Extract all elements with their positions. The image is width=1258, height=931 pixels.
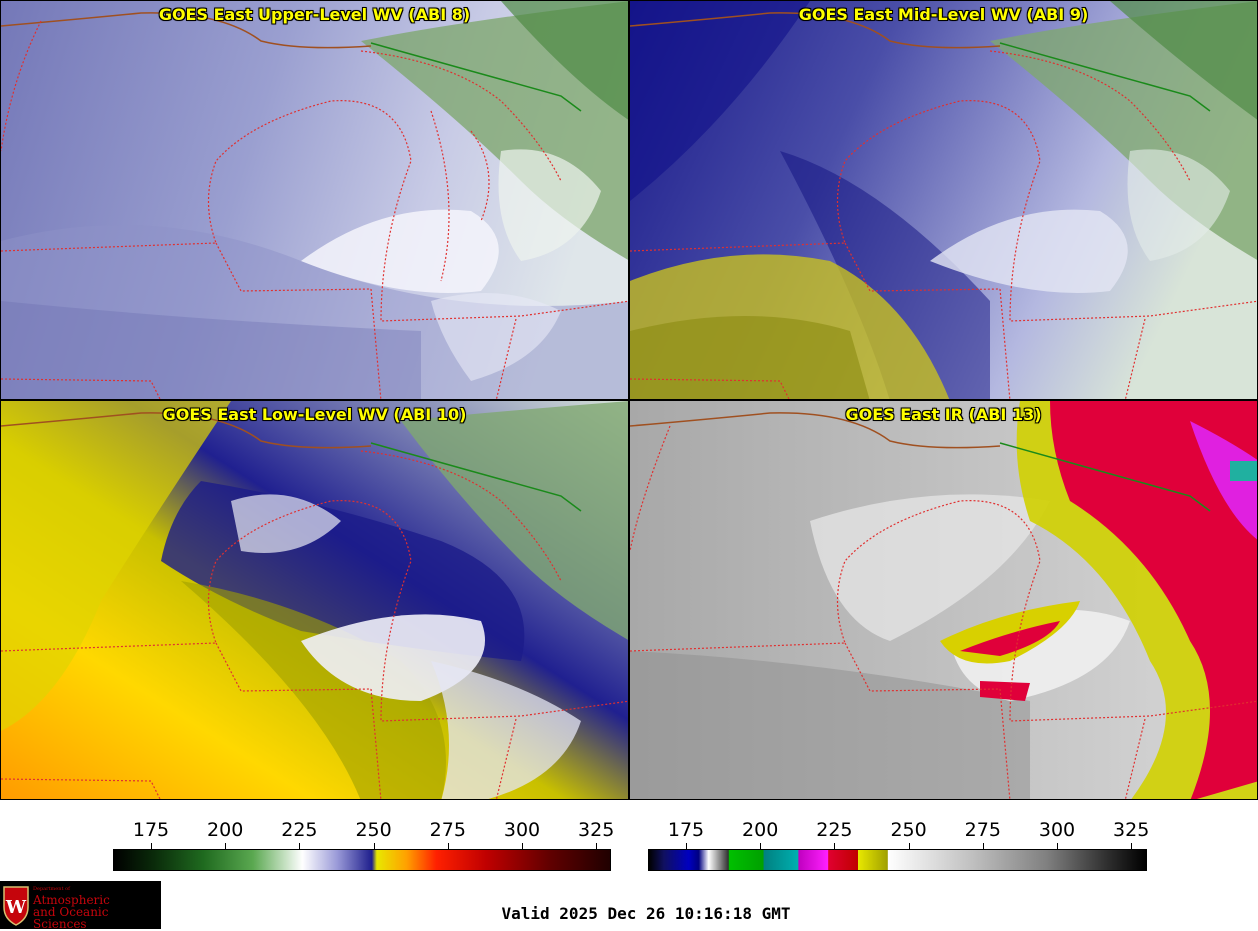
wv-tick-mark [299, 843, 301, 849]
low-level-wv-imagery [1, 401, 628, 799]
ir-tick-label: 325 [1113, 819, 1150, 841]
panel-ir: GOES East IR (ABI 13) [629, 400, 1258, 800]
ir-tick-label: 300 [1038, 819, 1076, 841]
ir-tick-mark [908, 843, 910, 849]
wv-tick-label: 300 [503, 819, 541, 841]
uw-aos-logo: W Department of Atmospheric and Oceanic … [0, 881, 161, 931]
wv-tick-mark [151, 843, 152, 849]
ir-tick-label: 250 [890, 819, 927, 841]
ir-tick-mark [760, 843, 762, 849]
crest-letter: W [5, 897, 27, 918]
uw-crest-icon: W [3, 886, 29, 926]
wv-tick-label: 250 [355, 819, 392, 841]
panel-mid-level-wv: GOES East Mid-Level WV (ABI 9) [629, 0, 1258, 400]
wv-tick-mark [447, 843, 449, 849]
panel-title: GOES East Mid-Level WV (ABI 9) [798, 5, 1089, 24]
ir-tick-label: 200 [742, 819, 779, 841]
panel-title: GOES East IR (ABI 13) [845, 405, 1042, 424]
wv-tick-mark [522, 843, 523, 849]
wv-tick-label: 225 [281, 819, 318, 841]
ir-imagery [630, 401, 1257, 799]
upper-level-wv-imagery [1, 1, 628, 399]
panel-upper-level-wv: GOES East Upper-Level WV (ABI 8) [0, 0, 629, 400]
wv-tick-mark [596, 843, 598, 849]
ir-tick-mark [686, 843, 687, 849]
wv-tick-label: 200 [207, 819, 244, 841]
ir-tick-mark [834, 843, 836, 849]
wv-tick-label: 175 [132, 819, 170, 841]
logo-text: Department of Atmospheric and Oceanic Sc… [33, 886, 161, 931]
valid-time: Valid 2025 Dec 26 10:16:18 GMT [501, 904, 791, 923]
ir-tick-label: 175 [667, 819, 705, 841]
ir-tick-mark [1057, 843, 1058, 849]
logo-line2: and Oceanic Sciences [33, 905, 109, 931]
ir-tick-label: 275 [964, 819, 1001, 841]
panel-title: GOES East Low-Level WV (ABI 10) [162, 405, 467, 424]
ir-tick-mark [1131, 843, 1133, 849]
ir-tick-label: 225 [816, 819, 853, 841]
wv-tick-label: 275 [429, 819, 466, 841]
logo-dept: Department of [33, 886, 70, 892]
wv-tick-label: 325 [578, 819, 615, 841]
panel-low-level-wv: GOES East Low-Level WV (ABI 10) [0, 400, 629, 800]
mid-level-wv-imagery [630, 1, 1257, 399]
wv-colorbar [113, 849, 611, 871]
ir-tick-mark [982, 843, 984, 849]
logo-line1: Atmospheric [33, 893, 110, 907]
wv-tick-mark [373, 843, 375, 849]
ir-colorbar [648, 849, 1147, 871]
wv-tick-mark [225, 843, 227, 849]
panel-title: GOES East Upper-Level WV (ABI 8) [158, 5, 471, 24]
